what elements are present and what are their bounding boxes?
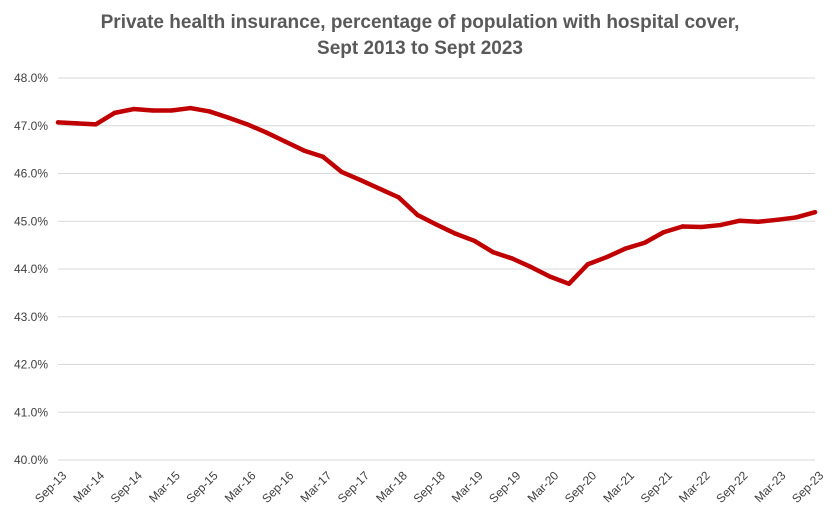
y-tick-label: 46.0%: [14, 167, 48, 181]
data-point: [642, 240, 647, 245]
series-line-hospital-cover: [55, 105, 818, 287]
x-tick-label: Mar-17: [298, 468, 335, 505]
data-point: [207, 109, 212, 114]
data-point: [661, 230, 666, 235]
x-tick-label: Mar-23: [752, 468, 789, 505]
data-point: [528, 264, 534, 270]
data-point: [415, 212, 420, 218]
x-tick-label: Mar-18: [373, 468, 410, 505]
x-tick-label: Sep-14: [108, 468, 145, 505]
y-tick-label: 40.0%: [14, 453, 48, 467]
y-tick-label: 41.0%: [14, 405, 48, 419]
data-point: [396, 195, 401, 200]
y-tick-label: 43.0%: [14, 310, 48, 324]
x-tick-label: Mar-14: [70, 468, 107, 505]
data-point: [510, 256, 515, 261]
x-tick-label: Sep-13: [32, 468, 69, 505]
x-tick-label: Sep-19: [486, 468, 523, 505]
data-point: [339, 169, 345, 175]
x-tick-label: Mar-15: [146, 468, 183, 505]
data-point: [547, 274, 553, 279]
data-point: [320, 154, 326, 159]
x-tick-label: Sep-18: [411, 468, 448, 505]
data-point: [604, 254, 610, 260]
data-point: [150, 108, 155, 113]
data-point: [282, 139, 288, 144]
x-tick-label: Sep-20: [562, 468, 599, 505]
data-point: [756, 219, 761, 224]
x-tick-label: Sep-23: [789, 468, 826, 505]
chart-title-line-2: Sept 2013 to Sept 2023: [317, 38, 523, 59]
x-tick-label: Sep-17: [335, 468, 372, 505]
data-point: [718, 222, 723, 228]
x-tick-label: Mar-19: [449, 468, 486, 505]
y-tick-label: 44.0%: [14, 262, 48, 276]
data-point: [680, 224, 685, 229]
data-point: [263, 130, 269, 135]
x-tick-label: Sep-22: [713, 468, 750, 505]
data-point: [226, 115, 231, 120]
data-point: [793, 215, 799, 220]
x-tick-label: Mar-22: [676, 468, 713, 505]
data-point: [245, 122, 250, 127]
y-tick-label: 42.0%: [14, 358, 48, 372]
data-point: [74, 121, 80, 126]
x-tick-label: Mar-20: [525, 468, 562, 505]
data-point: [699, 224, 704, 230]
data-point: [93, 122, 99, 127]
data-point: [737, 218, 742, 223]
data-point: [585, 262, 591, 267]
x-tick-label: Mar-16: [222, 468, 259, 505]
x-tick-label: Mar-21: [600, 468, 637, 505]
data-point: [434, 222, 439, 227]
data-point: [358, 177, 363, 183]
data-point: [169, 108, 174, 113]
y-tick-label: 47.0%: [14, 119, 48, 133]
data-point: [812, 209, 818, 215]
data-point: [774, 217, 780, 223]
data-point: [112, 110, 117, 116]
data-point: [472, 238, 477, 244]
chart-title-line-1: Private health insurance, percentage of …: [100, 12, 740, 33]
data-point: [188, 105, 193, 111]
y-tick-label: 48.0%: [14, 71, 48, 85]
data-point: [377, 186, 382, 191]
data-point: [55, 120, 61, 125]
x-tick-label: Sep-15: [183, 468, 220, 505]
data-point: [566, 281, 572, 287]
data-point: [301, 148, 307, 153]
data-point: [453, 231, 458, 236]
x-tick-label: Sep-16: [259, 468, 296, 505]
data-point: [623, 246, 628, 251]
data-point: [491, 250, 496, 255]
y-tick-label: 45.0%: [14, 214, 48, 228]
data-point: [131, 106, 136, 112]
x-tick-label: Sep-21: [638, 468, 675, 505]
